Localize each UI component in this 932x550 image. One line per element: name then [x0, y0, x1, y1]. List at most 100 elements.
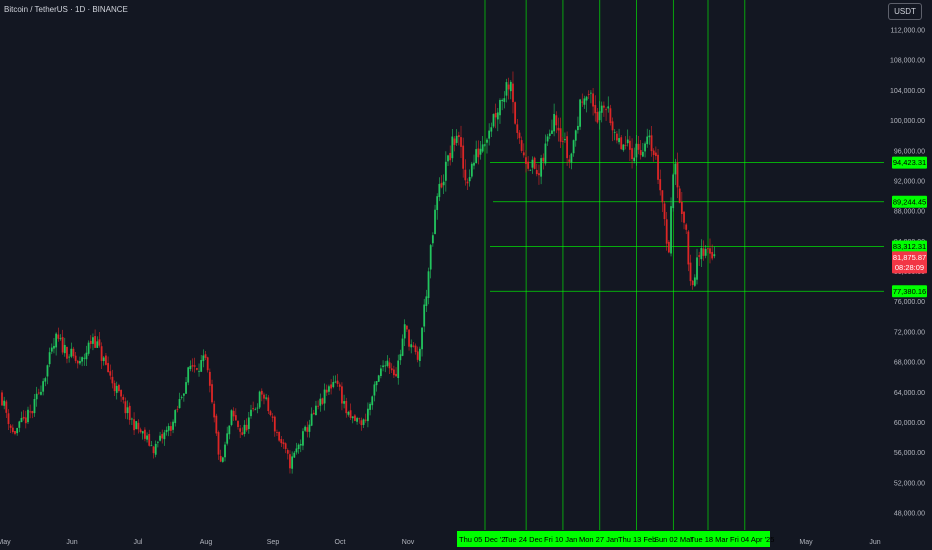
candle-body	[53, 345, 55, 349]
candle-body	[92, 337, 94, 344]
candle-body	[559, 128, 562, 142]
time-tick-label: Oct	[335, 539, 346, 546]
candle-body	[109, 371, 112, 376]
candle-body	[483, 144, 486, 146]
candle-body	[594, 104, 597, 114]
price-tick-label: 100,000.00	[890, 118, 925, 125]
candle-body	[154, 443, 157, 455]
candle-body	[217, 432, 220, 455]
candle-body	[557, 127, 560, 131]
candle-body	[269, 411, 272, 416]
level-badge-label: 77,380.16	[893, 287, 926, 296]
date-marker-label: Thu 05 Dec '2	[459, 535, 505, 544]
candle-body	[522, 152, 525, 156]
candle-body	[542, 157, 545, 162]
candle-body	[494, 112, 497, 118]
candle-body	[704, 248, 707, 256]
candle-body	[399, 354, 402, 361]
candle-body	[260, 390, 263, 395]
candle-body	[540, 158, 543, 177]
candle-body	[94, 336, 97, 348]
candle-body	[105, 355, 107, 365]
candle-body	[61, 337, 64, 353]
candle-body	[59, 338, 62, 340]
candle-body	[182, 393, 185, 396]
candle-body	[405, 325, 408, 330]
candle-body	[325, 389, 328, 393]
candle-body	[689, 262, 692, 282]
candle-body	[98, 339, 101, 346]
candle-body	[237, 421, 239, 427]
horizontal-level-lines	[490, 162, 884, 292]
candle-body	[33, 399, 36, 414]
candle-body	[254, 409, 257, 411]
candle-body	[509, 81, 512, 92]
candle-body	[128, 405, 131, 421]
candle-body	[615, 133, 618, 141]
candle-body	[102, 357, 105, 362]
candle-body	[230, 410, 233, 425]
candle-body	[403, 324, 406, 339]
candle-body	[566, 136, 569, 159]
candle-body	[520, 140, 523, 151]
date-marker-label: Tue 24 Dec '	[504, 535, 547, 544]
candle-body	[100, 346, 103, 361]
candle-body	[360, 420, 363, 426]
candle-body	[436, 196, 439, 210]
candle-body	[652, 150, 655, 156]
candle-body	[48, 352, 51, 365]
candle-body	[646, 136, 649, 145]
candle-body	[332, 382, 335, 388]
candle-body	[295, 448, 298, 453]
candle-body	[111, 376, 114, 384]
candle-body	[538, 173, 540, 176]
candle-body	[330, 384, 333, 389]
candle-body	[139, 429, 142, 433]
candle-body	[570, 153, 573, 163]
chart-title: Bitcoin / TetherUS · 1D · BINANCE	[4, 5, 128, 14]
candle-body	[150, 445, 153, 447]
candle-body	[356, 418, 358, 422]
candle-body	[239, 428, 242, 432]
candle-body	[161, 434, 164, 439]
candle-body	[525, 157, 527, 165]
date-badge-strip	[457, 531, 770, 547]
candle-body	[252, 408, 255, 410]
candle-body	[628, 140, 631, 150]
candle-body	[334, 381, 337, 383]
candle-body	[713, 254, 716, 257]
price-tick-label: 68,000.00	[894, 360, 925, 367]
candle-body	[280, 439, 283, 444]
candle-body	[603, 105, 605, 108]
candle-body	[574, 130, 577, 141]
candle-body	[648, 135, 651, 138]
candle-body	[286, 450, 289, 454]
candle-body	[22, 416, 25, 419]
candle-body	[529, 169, 532, 171]
candle-body	[676, 162, 679, 188]
candle-body	[312, 412, 315, 415]
candle-body	[113, 383, 116, 392]
candle-body	[367, 408, 369, 422]
candlestick-series	[1, 71, 716, 474]
candle-body	[24, 417, 27, 424]
currency-button[interactable]: USDT	[888, 3, 922, 20]
candle-body	[659, 179, 662, 191]
candle-body	[605, 109, 607, 111]
candle-body	[382, 365, 384, 368]
candle-body	[167, 425, 170, 431]
candle-body	[241, 432, 244, 435]
date-marker-label: Fri 10 Jan '	[544, 535, 581, 544]
countdown-label: 08:28:09	[895, 263, 924, 272]
candle-body	[637, 143, 640, 150]
date-marker-label: Fri 04 Apr '25	[730, 535, 774, 544]
candle-body	[169, 426, 172, 431]
candle-body	[11, 427, 14, 433]
candle-body	[548, 133, 551, 136]
candle-body	[83, 357, 86, 359]
candle-body	[271, 416, 274, 418]
candle-body	[85, 352, 88, 360]
candle-body	[555, 115, 558, 126]
